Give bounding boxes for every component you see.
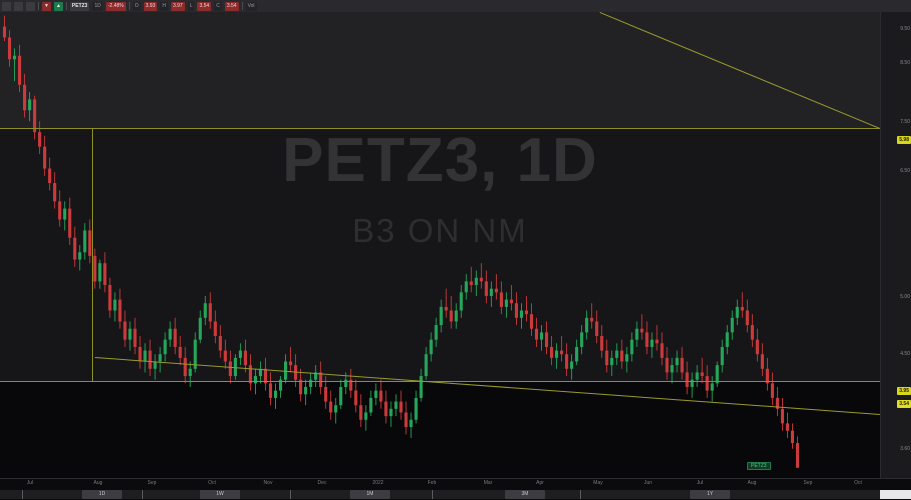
toolbar-item[interactable]: 3.54: [197, 1, 212, 11]
toolbar-separator: [128, 2, 130, 10]
toolbar-item[interactable]: Vol: [245, 1, 257, 11]
timeframe-bar[interactable]: 1D 1W 1M 3M 1Y: [0, 490, 880, 499]
level-price-tag[interactable]: 3.95: [897, 387, 911, 395]
time-tick-label: Nov: [263, 480, 273, 486]
toolbar-item[interactable]: O: [132, 1, 141, 11]
time-axis[interactable]: 1D 1W 1M 3M 1Y Jul Aug Sep Oct Nov Dec 2022 Feb Mar A…: [0, 478, 911, 500]
timeframe-button[interactable]: 1M: [350, 490, 390, 499]
toolbar-icon[interactable]: [2, 1, 11, 11]
toolbar-icon[interactable]: [26, 1, 35, 11]
level-price-tag[interactable]: 5.98: [897, 136, 911, 144]
toolbar-separator: [65, 2, 67, 10]
time-tick-label: May: [593, 480, 603, 486]
timeframe-button[interactable]: 1W: [200, 490, 240, 499]
price-axis[interactable]: 9.508.507.506.505.004.504.003.605.983.95…: [880, 12, 911, 478]
time-tick-label: Sep: [147, 480, 157, 486]
toolbar-item[interactable]: -2.48%: [105, 1, 126, 11]
toolbar-item[interactable]: 1D: [92, 1, 103, 11]
timeframe-divider: [432, 490, 433, 499]
time-tick-label: Dec: [317, 480, 327, 486]
price-tick-label: 3.60: [900, 445, 910, 452]
time-tick-label: Mar: [483, 480, 493, 486]
time-tick-label: Feb: [427, 480, 437, 486]
zone-pattern-body: [0, 128, 880, 381]
last-price-tag[interactable]: 3.54: [897, 400, 911, 408]
price-tick-label: 8.50: [900, 60, 910, 67]
toolbar-item[interactable]: H: [160, 1, 168, 11]
toolbar-separator: [38, 2, 39, 10]
toolbar-item[interactable]: ▼: [42, 1, 51, 11]
timeframe-button[interactable]: 3M: [505, 490, 545, 499]
price-tick-label: 7.50: [900, 119, 910, 126]
zone-below-support: [0, 381, 880, 478]
time-axis-right-pad: [880, 490, 911, 499]
trade-marker-badge[interactable]: PETZ3: [747, 462, 771, 470]
toolbar-item[interactable]: ▲: [53, 1, 63, 11]
zone-above-resistance: [0, 12, 880, 128]
toolbar-item[interactable]: 3.97: [170, 1, 185, 11]
time-tick-label: Aug: [93, 480, 103, 486]
toolbar-item[interactable]: 3.93: [143, 1, 158, 11]
timeframe-button[interactable]: 1Y: [690, 490, 730, 499]
timeframe-divider: [580, 490, 581, 499]
price-tick-label: 6.50: [900, 168, 910, 175]
resistance-line[interactable]: [0, 128, 880, 129]
toolbar-icon[interactable]: [14, 1, 23, 11]
pattern-start-vertical-line[interactable]: [92, 128, 93, 381]
price-tick-label: 5.00: [900, 294, 910, 301]
toolbar-item[interactable]: C: [214, 1, 222, 11]
time-tick-label: Jul: [26, 480, 34, 486]
toolbar-item[interactable]: PETZ3: [69, 1, 90, 11]
toolbar-item[interactable]: 3.54: [224, 1, 239, 11]
toolbar-item[interactable]: L: [187, 1, 195, 11]
toolbar-separator: [241, 2, 243, 10]
time-tick-label: Jul: [696, 480, 704, 486]
time-tick-label: Oct: [208, 480, 216, 486]
time-tick-label: Apr: [536, 480, 544, 486]
time-tick-label: Oct: [854, 480, 862, 486]
timeframe-divider: [290, 490, 291, 499]
timeframe-divider: [22, 490, 23, 499]
candlestick-series: [2, 15, 800, 468]
timeframe-divider: [142, 490, 143, 499]
time-tick-label: Aug: [747, 480, 757, 486]
timeframe-button[interactable]: 1D: [82, 490, 122, 499]
time-tick-label: Jun: [643, 480, 653, 486]
chart-toolbar[interactable]: ▼ ▲ PETZ3 1D -2.48% O 3.93 H 3.97 L 3.54 C 3.54 Vol: [0, 0, 911, 12]
time-tick-label: Sep: [803, 480, 813, 486]
chart-canvas[interactable]: PETZ3, 1D B3 ON NM PETZ3: [0, 12, 880, 478]
time-tick-label: 2022: [372, 480, 384, 486]
price-tick-label: 4.50: [900, 351, 910, 358]
price-tick-label: 9.50: [900, 26, 910, 33]
